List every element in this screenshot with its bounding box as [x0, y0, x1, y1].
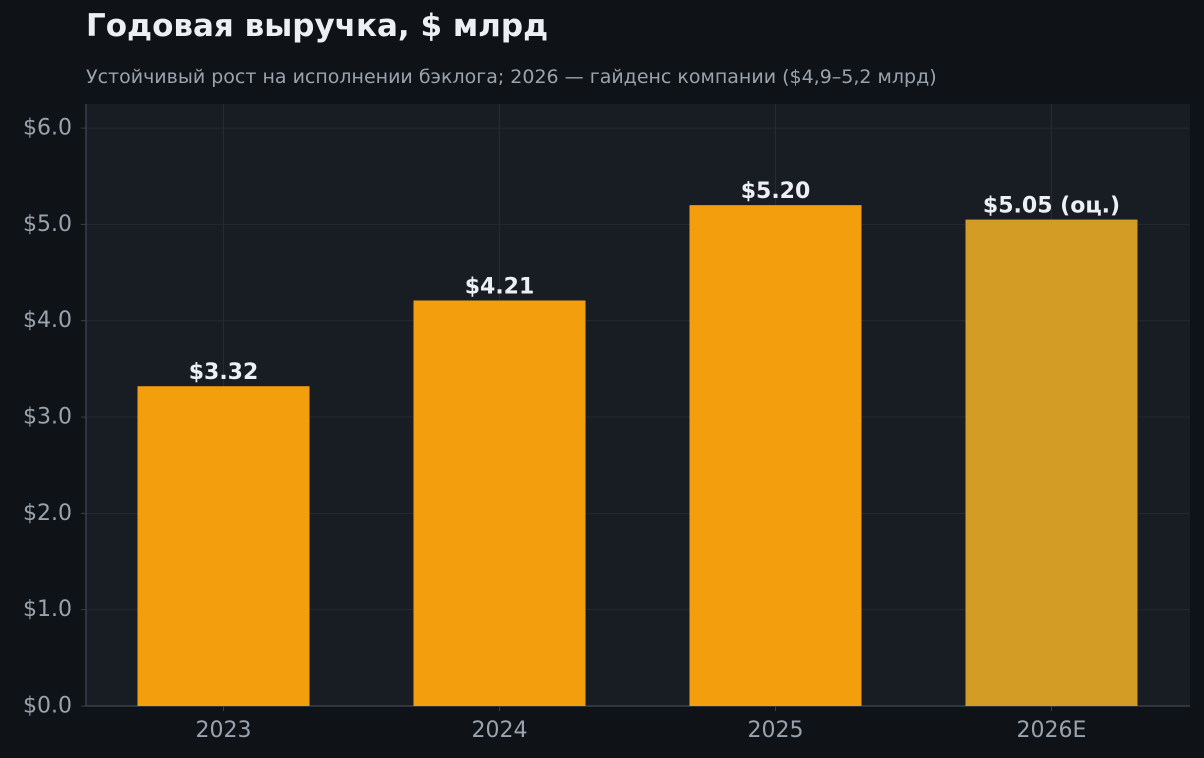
data-label: $3.32 — [189, 360, 259, 385]
y-tick-label: $2.0 — [23, 501, 72, 526]
y-tick-label: $5.0 — [23, 212, 72, 237]
y-tick-label: $0.0 — [23, 694, 72, 719]
y-tick-label: $6.0 — [23, 116, 72, 141]
y-tick-label: $4.0 — [23, 308, 72, 333]
x-tick-label: 2026E — [1017, 718, 1087, 743]
bar-2026e — [965, 219, 1138, 707]
bar-2025 — [689, 205, 862, 707]
data-label: $4.21 — [465, 274, 535, 299]
x-tick-label: 2025 — [748, 718, 804, 743]
data-label: $5.20 — [741, 179, 811, 204]
y-tick-label: $1.0 — [23, 597, 72, 622]
bar-2024 — [413, 300, 586, 706]
x-tick-label: 2023 — [196, 718, 252, 743]
data-label: $5.05 (оц.) — [983, 194, 1120, 219]
bar-2023 — [137, 386, 310, 706]
x-tick-label: 2024 — [472, 718, 528, 743]
chart-subtitle: Устойчивый рост на исполнении бэклога; 2… — [86, 66, 937, 88]
y-tick-label: $3.0 — [23, 405, 72, 430]
chart-title: Годовая выручка, $ млрд — [86, 8, 549, 44]
